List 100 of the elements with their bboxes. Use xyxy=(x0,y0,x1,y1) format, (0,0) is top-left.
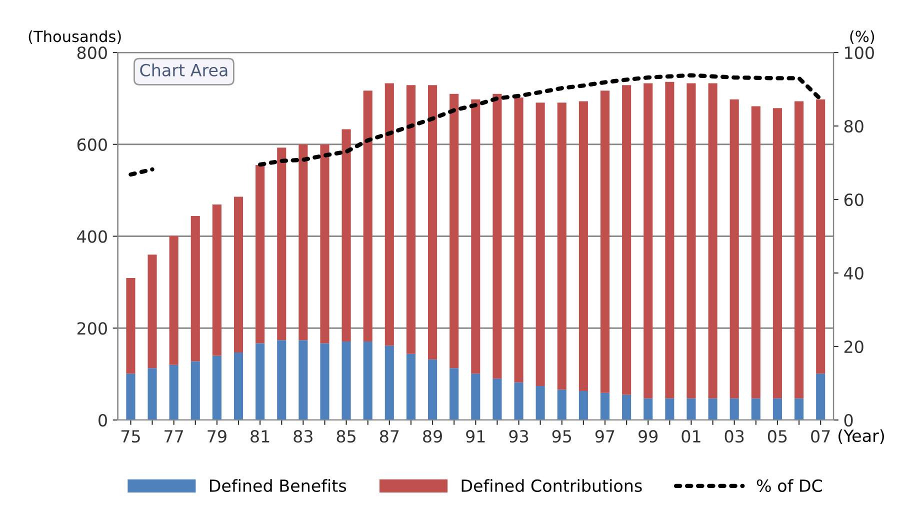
x-tick-label: 97 xyxy=(595,430,614,443)
bar xyxy=(708,398,718,420)
x-axis-title: (Year) xyxy=(838,429,884,444)
bar xyxy=(190,361,200,420)
y-tick-label: 200 xyxy=(77,322,107,335)
bar xyxy=(384,346,394,420)
bar xyxy=(751,106,760,398)
bar xyxy=(148,254,157,368)
x-tick-label: 99 xyxy=(638,430,658,443)
bar xyxy=(471,374,480,420)
bar xyxy=(492,94,502,379)
bar xyxy=(794,398,804,420)
bar xyxy=(212,356,222,420)
bar xyxy=(600,392,610,420)
bar xyxy=(450,368,459,420)
y-tick-label: 400 xyxy=(77,230,107,243)
y-tick-label: 800 xyxy=(77,46,107,60)
bar xyxy=(816,99,826,374)
legend-label: % of DC xyxy=(756,479,822,492)
bar xyxy=(514,98,524,382)
x-tick-label: 79 xyxy=(208,430,226,443)
bar xyxy=(686,398,696,420)
y2-tick-label: 40 xyxy=(844,266,864,280)
bar xyxy=(169,236,178,365)
bar xyxy=(622,85,632,395)
bar xyxy=(665,398,674,420)
legend-label: Defined Benefits xyxy=(210,479,346,492)
bar xyxy=(557,102,566,390)
bar xyxy=(234,352,244,420)
bar xyxy=(665,82,674,398)
bar xyxy=(600,90,610,393)
x-tick-label: 83 xyxy=(294,430,312,443)
bar xyxy=(256,165,265,344)
x-tick-label: 91 xyxy=(466,430,485,443)
annotation: Chart Area xyxy=(140,64,228,76)
bar xyxy=(644,83,653,398)
bar xyxy=(126,374,136,420)
bar xyxy=(450,94,459,368)
bar xyxy=(169,364,178,420)
y2-axis-title: (%) xyxy=(850,30,874,44)
bar xyxy=(686,83,696,398)
y2-tick-label: 0 xyxy=(844,414,853,427)
y2-tick-label: 100 xyxy=(845,46,874,60)
x-tick-label: 03 xyxy=(724,430,744,443)
bar xyxy=(730,398,739,420)
legend-label: Defined Contributions xyxy=(462,479,642,492)
bar xyxy=(406,85,416,354)
bar xyxy=(406,354,416,420)
x-tick-label: 87 xyxy=(380,430,399,443)
bar xyxy=(622,394,632,420)
bar xyxy=(277,340,286,420)
bar xyxy=(256,343,265,420)
bar xyxy=(298,340,308,420)
bar xyxy=(234,196,244,352)
y2-tick-label: 20 xyxy=(844,340,864,354)
bar xyxy=(342,341,351,420)
x-tick-label: 89 xyxy=(423,430,442,443)
bar xyxy=(212,204,222,356)
bar xyxy=(363,341,372,420)
x-tick-label: 07 xyxy=(811,430,830,443)
x-tick-label: 93 xyxy=(509,430,528,443)
bar xyxy=(536,386,545,420)
bar xyxy=(536,102,545,386)
y2-tick-label: 60 xyxy=(844,193,864,206)
bar xyxy=(342,129,351,342)
x-tick-label: 81 xyxy=(250,430,270,443)
bar xyxy=(578,101,588,392)
bar xyxy=(320,144,330,344)
bar xyxy=(428,85,438,360)
bar xyxy=(471,99,480,374)
bar xyxy=(751,398,760,420)
x-tick-label: 75 xyxy=(121,430,140,443)
bar xyxy=(708,83,718,398)
bar xyxy=(277,148,286,340)
bar xyxy=(644,398,653,420)
bar xyxy=(126,278,136,374)
x-tick-label: 01 xyxy=(682,430,700,443)
y-tick-label: 0 xyxy=(98,414,107,427)
bar xyxy=(772,108,782,398)
bar xyxy=(298,144,308,340)
bar xyxy=(514,382,524,420)
y-axis-title: (Thousands) xyxy=(28,30,121,44)
x-tick-label: 85 xyxy=(336,430,356,443)
bar xyxy=(772,398,782,420)
bar xyxy=(384,83,394,346)
bar xyxy=(190,216,200,362)
x-tick-label: 95 xyxy=(552,430,572,443)
bar xyxy=(428,359,438,420)
bar xyxy=(794,101,804,398)
bar xyxy=(578,391,588,420)
y-tick-label: 600 xyxy=(77,138,107,151)
y2-tick-label: 80 xyxy=(844,120,864,133)
bar xyxy=(492,378,502,420)
bar xyxy=(148,368,157,420)
x-tick-label: 77 xyxy=(164,430,184,442)
bar xyxy=(363,90,372,342)
x-tick-label: 05 xyxy=(768,430,787,443)
bar xyxy=(320,343,330,420)
bar xyxy=(816,374,826,420)
bar xyxy=(730,99,739,398)
